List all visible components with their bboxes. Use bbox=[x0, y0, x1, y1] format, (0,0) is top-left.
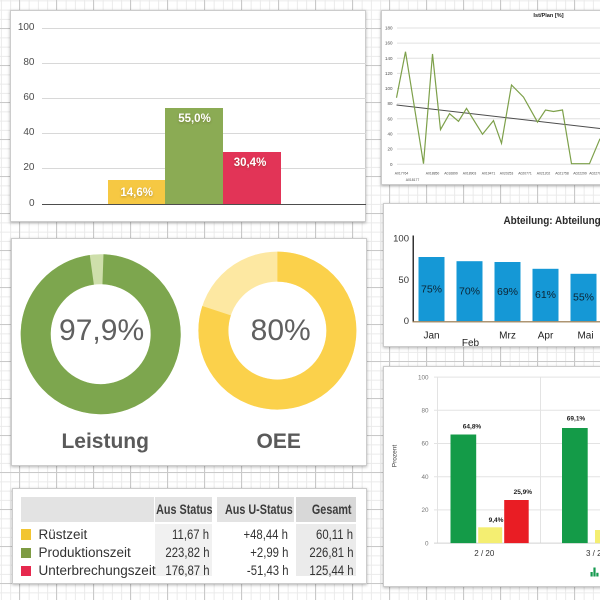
svg-text:A021758: A021758 bbox=[555, 171, 569, 175]
svg-text:A018850: A018850 bbox=[426, 171, 440, 175]
svg-text:140: 140 bbox=[385, 55, 393, 60]
svg-text:69,1%: 69,1% bbox=[567, 415, 586, 422]
svg-text:Mai: Mai bbox=[577, 330, 593, 341]
svg-text:A018177: A018177 bbox=[406, 178, 420, 182]
svg-text:40: 40 bbox=[387, 131, 393, 136]
svg-text:60: 60 bbox=[421, 441, 429, 448]
svg-text:75%: 75% bbox=[420, 283, 441, 295]
svg-text:50: 50 bbox=[398, 274, 409, 285]
svg-text:100: 100 bbox=[385, 86, 393, 91]
svg-text:0: 0 bbox=[390, 161, 393, 166]
svg-text:55%: 55% bbox=[572, 291, 593, 303]
svg-text:20: 20 bbox=[387, 146, 393, 151]
svg-text:100: 100 bbox=[393, 233, 409, 244]
svg-text:3 / 20: 3 / 20 bbox=[586, 549, 600, 558]
svg-text:80: 80 bbox=[421, 408, 429, 415]
svg-text:Abteilung: Abteilung 1: Abteilung: Abteilung 1 bbox=[503, 214, 600, 227]
svg-text:A019471: A019471 bbox=[482, 171, 496, 175]
svg-text:61%: 61% bbox=[534, 289, 555, 301]
svg-text:0: 0 bbox=[425, 540, 429, 547]
svg-text:A020771: A020771 bbox=[518, 171, 532, 175]
svg-text:120: 120 bbox=[385, 71, 393, 76]
svg-text:0: 0 bbox=[403, 315, 408, 326]
svg-text:Apr: Apr bbox=[537, 330, 553, 341]
svg-text:2 / 20: 2 / 20 bbox=[474, 549, 495, 558]
svg-text:100: 100 bbox=[418, 374, 429, 381]
svg-text:70%: 70% bbox=[458, 285, 479, 297]
svg-text:64,8%: 64,8% bbox=[463, 424, 482, 431]
svg-text:20: 20 bbox=[421, 507, 429, 514]
svg-text:A016899: A016899 bbox=[444, 171, 458, 175]
svg-text:160: 160 bbox=[385, 40, 393, 45]
svg-text:80: 80 bbox=[387, 101, 393, 106]
svg-text:25,9%: 25,9% bbox=[514, 489, 533, 496]
svg-text:A020253: A020253 bbox=[500, 171, 514, 175]
svg-text:A022702: A022702 bbox=[589, 171, 600, 175]
svg-text:9,4%: 9,4% bbox=[489, 517, 504, 524]
svg-text:Ist/Plan [%]: Ist/Plan [%] bbox=[533, 12, 563, 18]
svg-text:180: 180 bbox=[385, 25, 393, 30]
svg-text:Jan: Jan bbox=[423, 330, 439, 341]
svg-text:A022299: A022299 bbox=[573, 171, 587, 175]
svg-text:69%: 69% bbox=[496, 286, 517, 298]
svg-text:40: 40 bbox=[421, 474, 429, 481]
svg-text:A021202: A021202 bbox=[537, 171, 551, 175]
svg-text:Prozent: Prozent bbox=[392, 445, 399, 468]
svg-text:Feb: Feb bbox=[461, 338, 479, 347]
svg-text:60: 60 bbox=[387, 116, 393, 121]
svg-text:A017764: A017764 bbox=[395, 171, 409, 175]
svg-text:Mrz: Mrz bbox=[499, 330, 516, 341]
svg-text:A018903: A018903 bbox=[463, 171, 477, 175]
